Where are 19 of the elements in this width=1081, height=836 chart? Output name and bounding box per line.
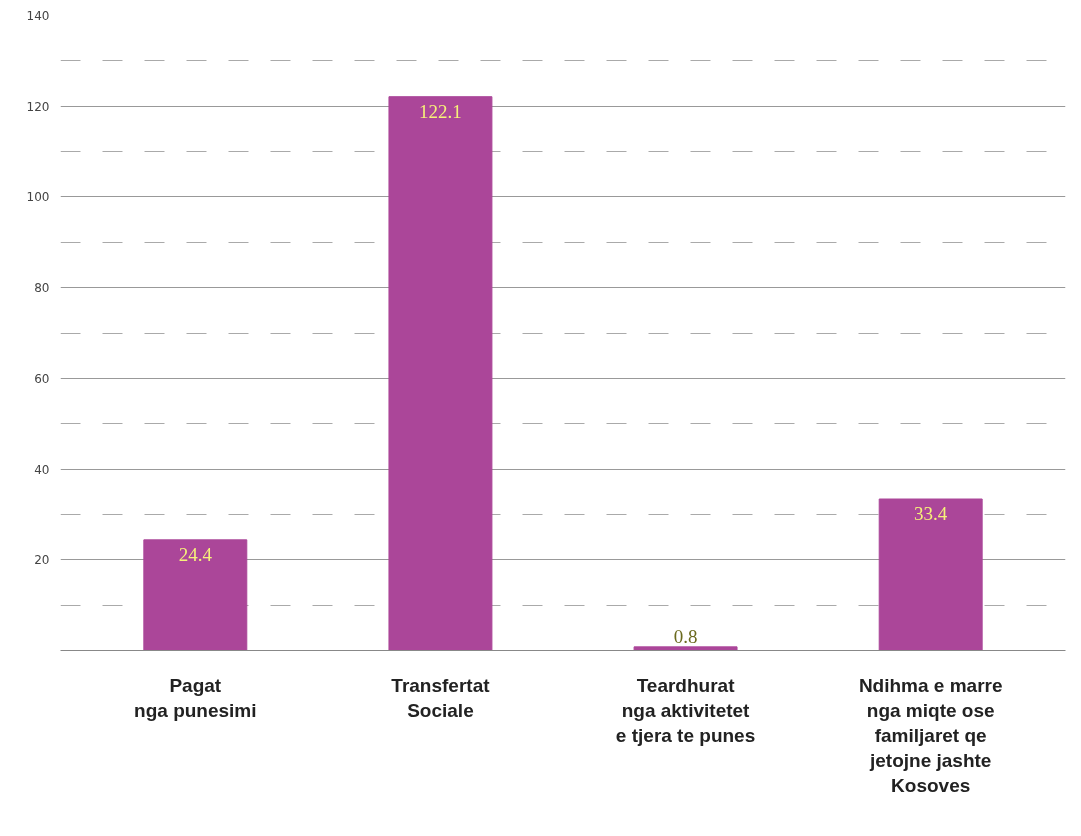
y-tick-label: 40 <box>34 462 50 477</box>
bar <box>143 539 248 651</box>
x-tick-label: Ndihma e marre nga miqte ose familjaret qe jetojne jashte Kosoves <box>858 674 1003 797</box>
y-tick-label: 100 <box>26 190 50 205</box>
bar <box>878 498 983 651</box>
y-tick-label: 20 <box>34 553 50 568</box>
bar <box>633 646 738 651</box>
data-label: 33.4 <box>914 503 948 525</box>
y-tick-label: 120 <box>26 99 50 114</box>
x-tick-label: Teardhurat nga aktivitetet e tjera te punes <box>615 674 756 746</box>
data-label: 122.1 <box>419 100 462 122</box>
x-tick-label: Transfertat Sociale <box>391 674 491 721</box>
bar <box>388 96 493 651</box>
y-tick-label: 60 <box>34 371 50 386</box>
data-label: 0.8 <box>673 625 698 647</box>
y-tick-label: 140 <box>26 9 50 23</box>
x-tick-label: Pagat nga punesimi <box>134 674 257 721</box>
data-label: 24.4 <box>178 543 213 565</box>
y-tick-label: 80 <box>34 281 50 296</box>
